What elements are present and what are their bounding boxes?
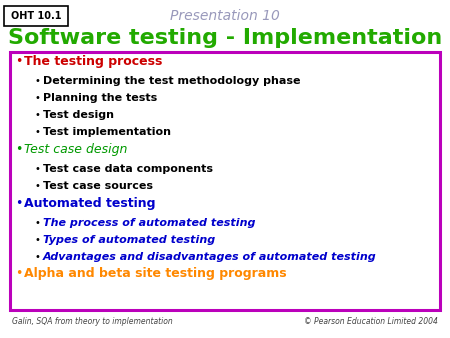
Text: The testing process: The testing process — [24, 54, 162, 68]
Text: Presentation 10: Presentation 10 — [170, 9, 280, 23]
Text: OHT 10.1: OHT 10.1 — [11, 11, 61, 21]
Text: Planning the tests: Planning the tests — [43, 93, 157, 103]
Text: •: • — [15, 54, 22, 68]
Text: •: • — [34, 127, 40, 137]
Text: •: • — [34, 218, 40, 228]
Text: •: • — [34, 164, 40, 174]
Text: Test case design: Test case design — [24, 143, 127, 155]
Text: •: • — [34, 76, 40, 86]
FancyBboxPatch shape — [10, 52, 440, 310]
Text: The process of automated testing: The process of automated testing — [43, 218, 256, 228]
Text: •: • — [15, 143, 22, 155]
FancyBboxPatch shape — [4, 6, 68, 26]
Text: Test implementation: Test implementation — [43, 127, 171, 137]
Text: Advantages and disadvantages of automated testing: Advantages and disadvantages of automate… — [43, 252, 377, 262]
Text: Determining the test methodology phase: Determining the test methodology phase — [43, 76, 301, 86]
Text: Automated testing: Automated testing — [24, 196, 156, 210]
Text: Software testing - Implementation: Software testing - Implementation — [8, 28, 442, 48]
Text: •: • — [34, 110, 40, 120]
Text: Alpha and beta site testing programs: Alpha and beta site testing programs — [24, 267, 287, 281]
Text: Types of automated testing: Types of automated testing — [43, 235, 215, 245]
Text: Galin, SQA from theory to implementation: Galin, SQA from theory to implementation — [12, 317, 173, 327]
Text: •: • — [34, 181, 40, 191]
Text: •: • — [15, 196, 22, 210]
Text: •: • — [34, 235, 40, 245]
Text: •: • — [34, 93, 40, 103]
Text: Test design: Test design — [43, 110, 114, 120]
Text: •: • — [34, 252, 40, 262]
Text: © Pearson Education Limited 2004: © Pearson Education Limited 2004 — [304, 317, 438, 327]
Text: Test case sources: Test case sources — [43, 181, 153, 191]
Text: Test case data components: Test case data components — [43, 164, 213, 174]
Text: •: • — [15, 267, 22, 281]
